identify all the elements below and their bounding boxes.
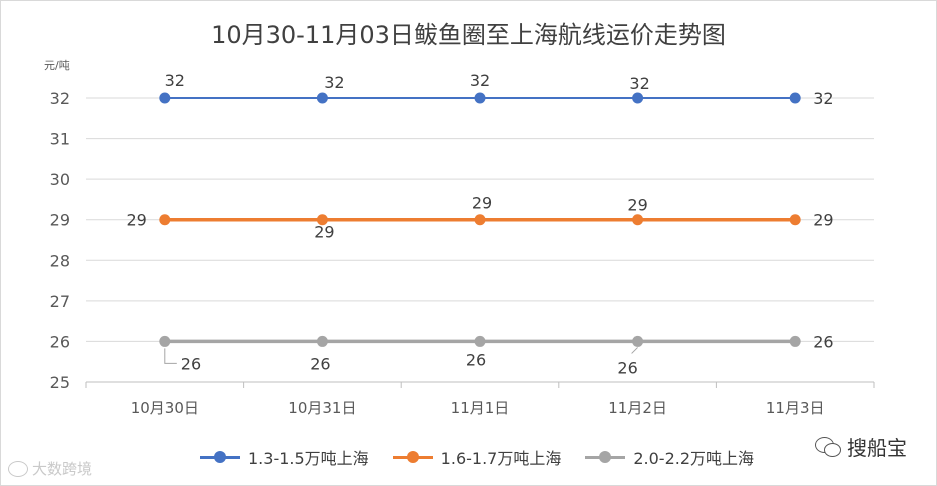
chart-legend: 1.3-1.5万吨上海 1.6-1.7万吨上海 2.0-2.2万吨上海: [200, 446, 754, 468]
legend-item: 1.6-1.7万吨上海: [392, 445, 562, 469]
data-label: 29: [627, 196, 647, 215]
x-tick-label: 11月2日: [608, 399, 667, 417]
wechat-icon: [815, 436, 841, 457]
y-tick-label: 32: [50, 89, 70, 108]
data-label: 26: [181, 354, 201, 373]
data-point: [159, 335, 171, 347]
weibo-icon: [8, 460, 28, 477]
x-tick-label: 10月31日: [288, 399, 356, 417]
legend-label: 1.6-1.7万吨上海: [440, 449, 562, 468]
x-tick-label: 11月1日: [451, 399, 510, 417]
y-tick-label: 26: [50, 332, 70, 351]
data-point: [316, 92, 328, 104]
data-point: [316, 335, 328, 347]
chart-title: 10月30-11月03日鲅鱼圈至上海航线运价走势图: [211, 21, 726, 49]
data-point: [789, 335, 801, 347]
legend-item: 1.3-1.5万吨上海: [200, 445, 369, 469]
y-tick-label: 30: [50, 170, 70, 189]
data-label: 32: [629, 74, 649, 93]
legend-swatch: [200, 450, 240, 464]
data-point: [159, 214, 171, 226]
data-label: 32: [813, 89, 833, 108]
data-point: [789, 214, 801, 226]
label-leader-line: [631, 347, 638, 354]
legend-swatch: [585, 450, 626, 464]
y-tick-label: 27: [50, 292, 70, 311]
y-tick-label: 28: [50, 251, 70, 270]
x-tick-label: 10月30日: [131, 399, 199, 417]
data-label: 26: [813, 332, 833, 351]
x-tick-label: 11月3日: [766, 399, 825, 417]
data-point: [632, 214, 644, 226]
watermark-dashukuajing: 大数跨境: [8, 458, 92, 479]
watermark-sochuanbao: 搜船宝: [815, 432, 907, 461]
data-label: 32: [165, 71, 185, 90]
data-point: [159, 92, 171, 104]
data-label: 32: [470, 71, 490, 90]
data-point: [474, 335, 486, 347]
watermark-left-text: 大数跨境: [32, 460, 93, 478]
data-point: [789, 92, 801, 104]
y-tick-label: 31: [50, 130, 70, 149]
y-tick-label: 25: [50, 373, 70, 392]
label-leader-line: [164, 348, 177, 364]
legend-label: 2.0-2.2万吨上海: [633, 449, 755, 468]
data-label: 26: [617, 358, 637, 377]
data-point: [474, 92, 486, 104]
data-point: [474, 214, 486, 226]
y-tick-label: 29: [50, 211, 70, 230]
data-label: 29: [472, 194, 492, 213]
data-label: 29: [314, 223, 334, 242]
data-label: 29: [126, 211, 146, 230]
data-point: [316, 214, 328, 226]
watermark-right-text: 搜船宝: [847, 436, 907, 460]
data-point: [632, 92, 644, 104]
data-label: 26: [466, 350, 486, 369]
legend-label: 1.3-1.5万吨上海: [248, 449, 369, 468]
data-point: [632, 335, 644, 347]
data-label: 32: [324, 73, 344, 92]
y-axis-label: 元/吨: [44, 59, 70, 72]
data-label: 29: [813, 211, 833, 230]
legend-item: 2.0-2.2万吨上海: [585, 445, 754, 469]
data-label: 26: [310, 354, 330, 373]
legend-swatch: [392, 450, 433, 464]
